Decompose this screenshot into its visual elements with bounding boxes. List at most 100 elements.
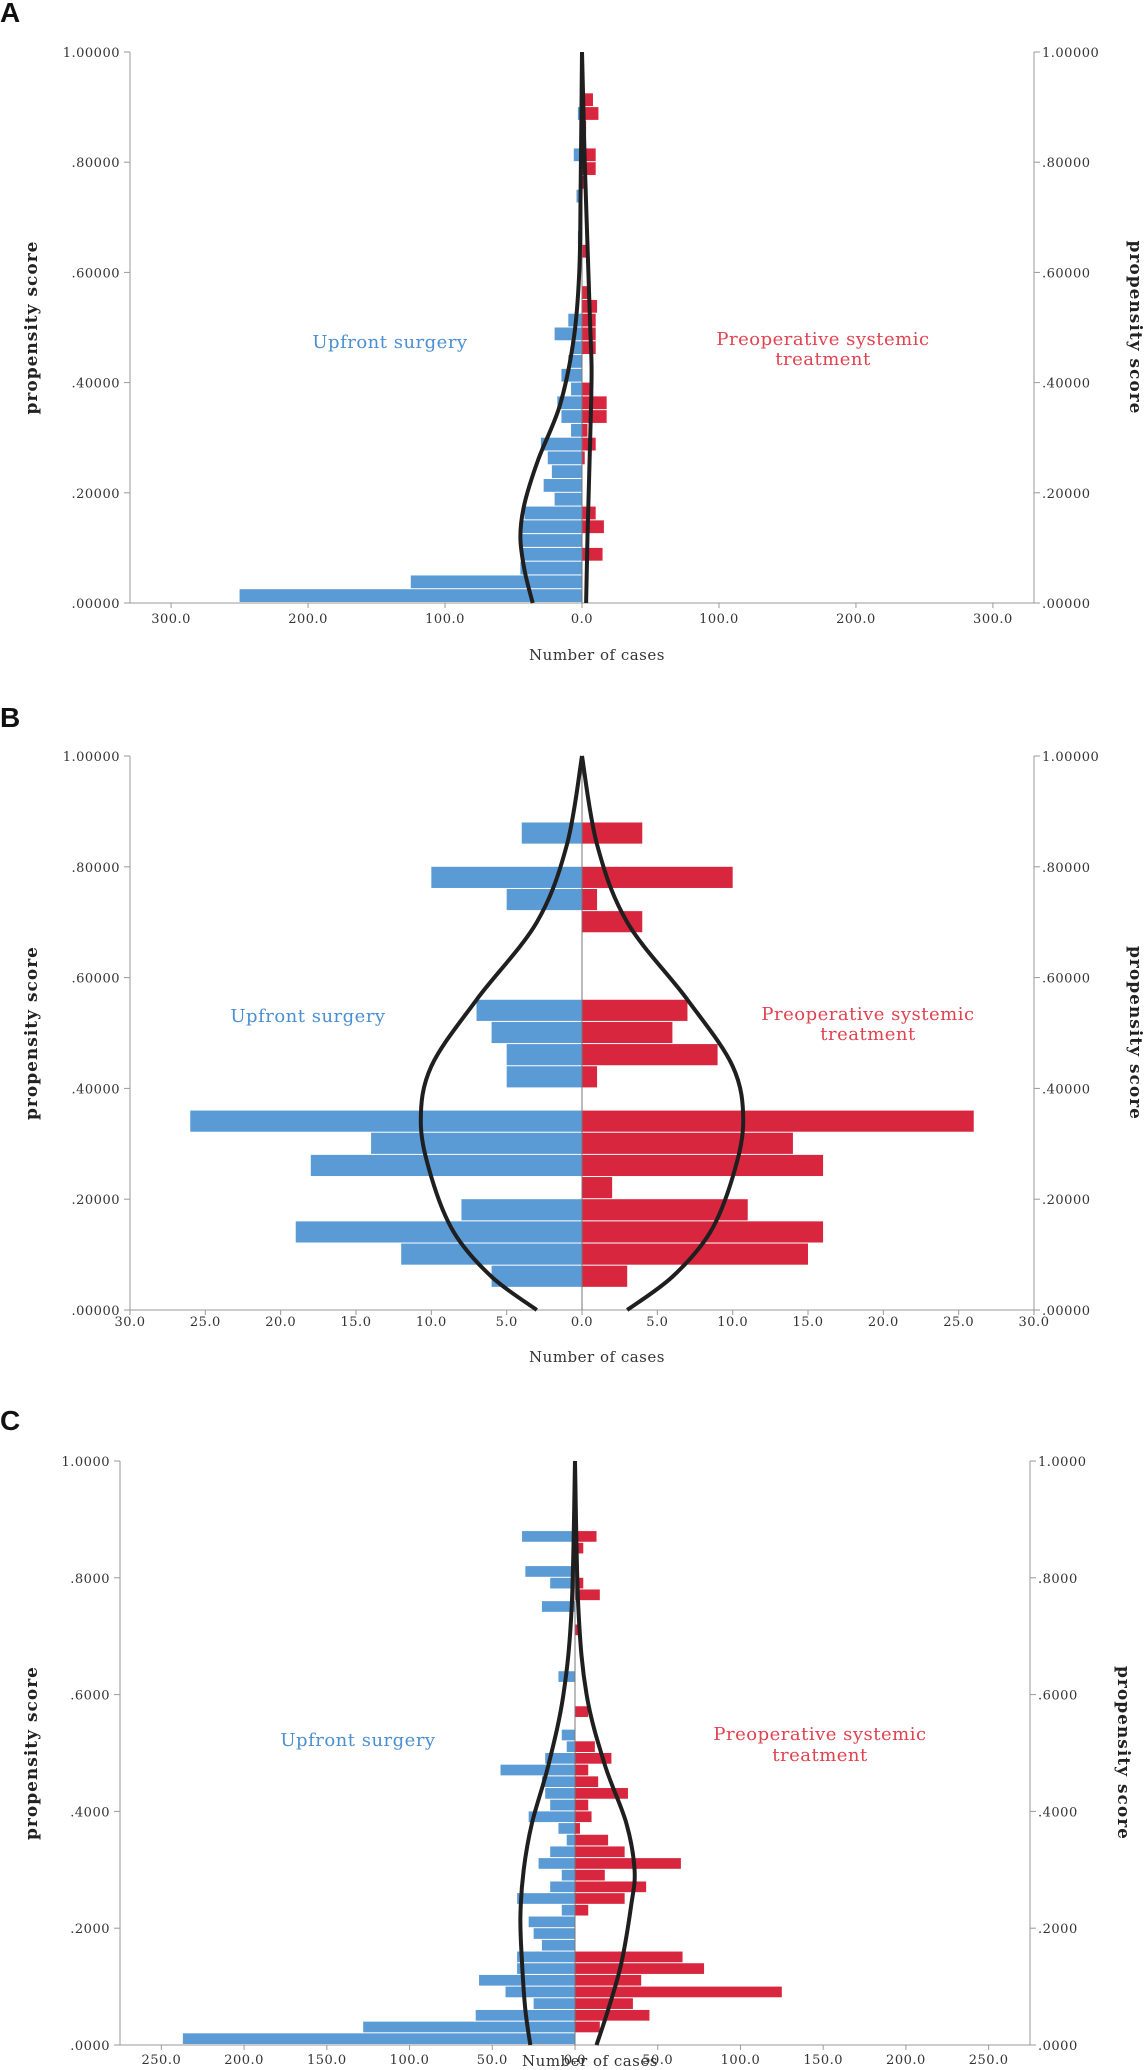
y-tick-label-right: 1.00000	[1042, 750, 1099, 765]
bar-preoperative-treatment	[582, 93, 593, 107]
y-axis-title-right: propensity score	[1125, 241, 1145, 415]
y-tick-label-right: .60000	[1042, 972, 1091, 987]
bar-preoperative-treatment	[575, 1531, 597, 1542]
bar-upfront-surgery	[541, 1601, 575, 1612]
bar-upfront-surgery	[461, 1199, 582, 1221]
y-tick-label-left: .20000	[72, 487, 121, 502]
bar-upfront-surgery	[182, 2033, 575, 2044]
bar-upfront-surgery	[505, 1986, 575, 1998]
bar-upfront-surgery	[571, 423, 582, 437]
bar-upfront-surgery	[551, 465, 582, 479]
bar-upfront-surgery	[528, 1811, 575, 1823]
bar-upfront-surgery	[538, 1858, 575, 1869]
x-tick-label: 15.0	[341, 1315, 372, 1330]
bar-upfront-surgery	[476, 999, 582, 1021]
y-tick-label-left: 1.00000	[63, 46, 120, 61]
x-tick-label: 150.0	[307, 2053, 347, 2068]
y-tick-label-right: .20000	[1042, 487, 1091, 502]
y-tick-label-left: .20000	[72, 1193, 121, 1208]
bar-preoperative-treatment	[575, 1858, 681, 1869]
bar-upfront-surgery	[550, 1846, 575, 1858]
bar-upfront-surgery	[561, 1904, 575, 1916]
density-curve-upfront	[518, 51, 584, 604]
bar-preoperative-treatment	[582, 396, 607, 410]
bar-upfront-surgery	[310, 1154, 582, 1177]
x-tick-label: 20.0	[868, 1315, 899, 1330]
density-curve-preoperative	[573, 1460, 637, 2046]
bar-preoperative-treatment	[582, 423, 588, 437]
y-tick-label-left: .60000	[72, 972, 121, 987]
bar-upfront-surgery	[561, 1869, 575, 1881]
bar-upfront-surgery	[566, 1834, 575, 1846]
x-tick-label: 200.0	[224, 2053, 264, 2068]
x-tick-label: 200.0	[288, 612, 328, 627]
bar-preoperative-treatment	[575, 1869, 605, 1881]
bar-upfront-surgery	[522, 1531, 575, 1542]
y-tick-label-right: .6000	[1038, 1689, 1078, 1704]
x-tick-label: 30.0	[115, 1315, 146, 1330]
bar-upfront-surgery	[491, 1021, 582, 1044]
bar-preoperative-treatment	[582, 410, 607, 423]
bar-preoperative-treatment	[582, 286, 591, 299]
panel-label: A	[0, 0, 20, 28]
bar-upfront-surgery	[571, 382, 582, 396]
x-tick-label: 300.0	[973, 612, 1013, 627]
bar-preoperative-treatment	[575, 2021, 600, 2033]
bar-upfront-surgery	[525, 1566, 575, 1577]
y-tick-label-left: .4000	[70, 1805, 110, 1820]
x-tick-label: 0.0	[571, 612, 593, 627]
x-tick-label: 25.0	[943, 1315, 974, 1330]
bar-preoperative-treatment	[575, 1904, 589, 1916]
bar-upfront-surgery	[500, 1764, 575, 1776]
panel-label: B	[0, 702, 20, 733]
y-tick-label-right: .2000	[1038, 1922, 1078, 1937]
bar-preoperative-treatment	[575, 1881, 647, 1893]
panel-c: C .0000 .0000 .2000 .2000 .4000 .4000 .6000 .600…	[0, 1405, 1133, 2070]
bar-upfront-surgery	[479, 1974, 575, 1986]
bar-preoperative-treatment	[575, 1706, 589, 1717]
x-tick-label: 300.0	[151, 612, 191, 627]
bar-preoperative-treatment	[575, 1741, 595, 1752]
density-curve-preoperative	[580, 51, 594, 604]
y-tick-label-right: 1.00000	[1042, 46, 1099, 61]
bar-upfront-surgery	[521, 547, 582, 561]
bar-preoperative-treatment	[582, 1221, 824, 1243]
bar-upfront-surgery	[571, 341, 582, 355]
bar-upfront-surgery	[491, 1265, 582, 1287]
y-tick-label-left: .00000	[72, 1304, 121, 1319]
y-tick-label-left: 1.00000	[63, 750, 120, 765]
bar-upfront-surgery	[520, 534, 582, 547]
y-tick-label-left: .8000	[70, 1572, 110, 1587]
panel-b: B .00000 .00000 .20000 .20000 .40000 .40000 .60…	[0, 702, 1145, 1366]
x-axis-title: Number of cases	[529, 646, 665, 664]
annotation-preoperative-line1: Preoperative systemic	[761, 1004, 974, 1025]
bar-preoperative-treatment	[575, 1846, 625, 1858]
bar-upfront-surgery	[554, 492, 582, 506]
bar-preoperative-treatment	[582, 1021, 673, 1044]
annotation-preoperative-line1: Preoperative systemic	[716, 329, 929, 350]
bar-upfront-surgery	[295, 1221, 582, 1243]
y-tick-label-left: .6000	[70, 1689, 110, 1704]
bar-upfront-surgery	[533, 1928, 575, 1939]
bar-upfront-surgery	[533, 1998, 575, 2009]
y-tick-label-right: .80000	[1042, 861, 1091, 876]
bar-preoperative-treatment	[575, 1776, 599, 1788]
bar-preoperative-treatment	[582, 911, 643, 933]
bar-upfront-surgery	[550, 1577, 575, 1589]
x-tick-label: 10.0	[416, 1315, 447, 1330]
bar-preoperative-treatment	[582, 1110, 974, 1132]
panel-a: A .00000 .00000 .20000 .20000 .40000 .40000 .60…	[0, 0, 1145, 664]
x-tick-label: 10.0	[717, 1315, 748, 1330]
y-axis-title-left: propensity score	[22, 946, 42, 1120]
bar-upfront-surgery	[524, 506, 582, 520]
bar-upfront-surgery	[506, 1066, 582, 1088]
bar-upfront-surgery	[517, 1963, 575, 1974]
bar-upfront-surgery	[558, 1823, 575, 1834]
bar-preoperative-treatment	[582, 1044, 718, 1066]
x-tick-label: 15.0	[793, 1315, 824, 1330]
bar-upfront-surgery	[550, 1881, 575, 1893]
x-tick-label: 200.0	[836, 612, 876, 627]
x-tick-label: 150.0	[803, 2053, 843, 2068]
x-tick-label: 0.0	[571, 1315, 593, 1330]
